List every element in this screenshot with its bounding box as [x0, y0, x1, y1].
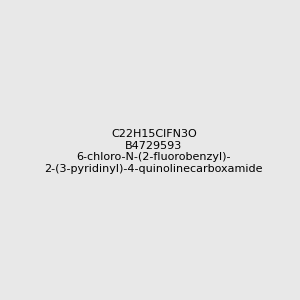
Text: C22H15ClFN3O
B4729593
6-chloro-N-(2-fluorobenzyl)-
2-(3-pyridinyl)-4-quinolineca: C22H15ClFN3O B4729593 6-chloro-N-(2-fluo…: [44, 129, 263, 174]
